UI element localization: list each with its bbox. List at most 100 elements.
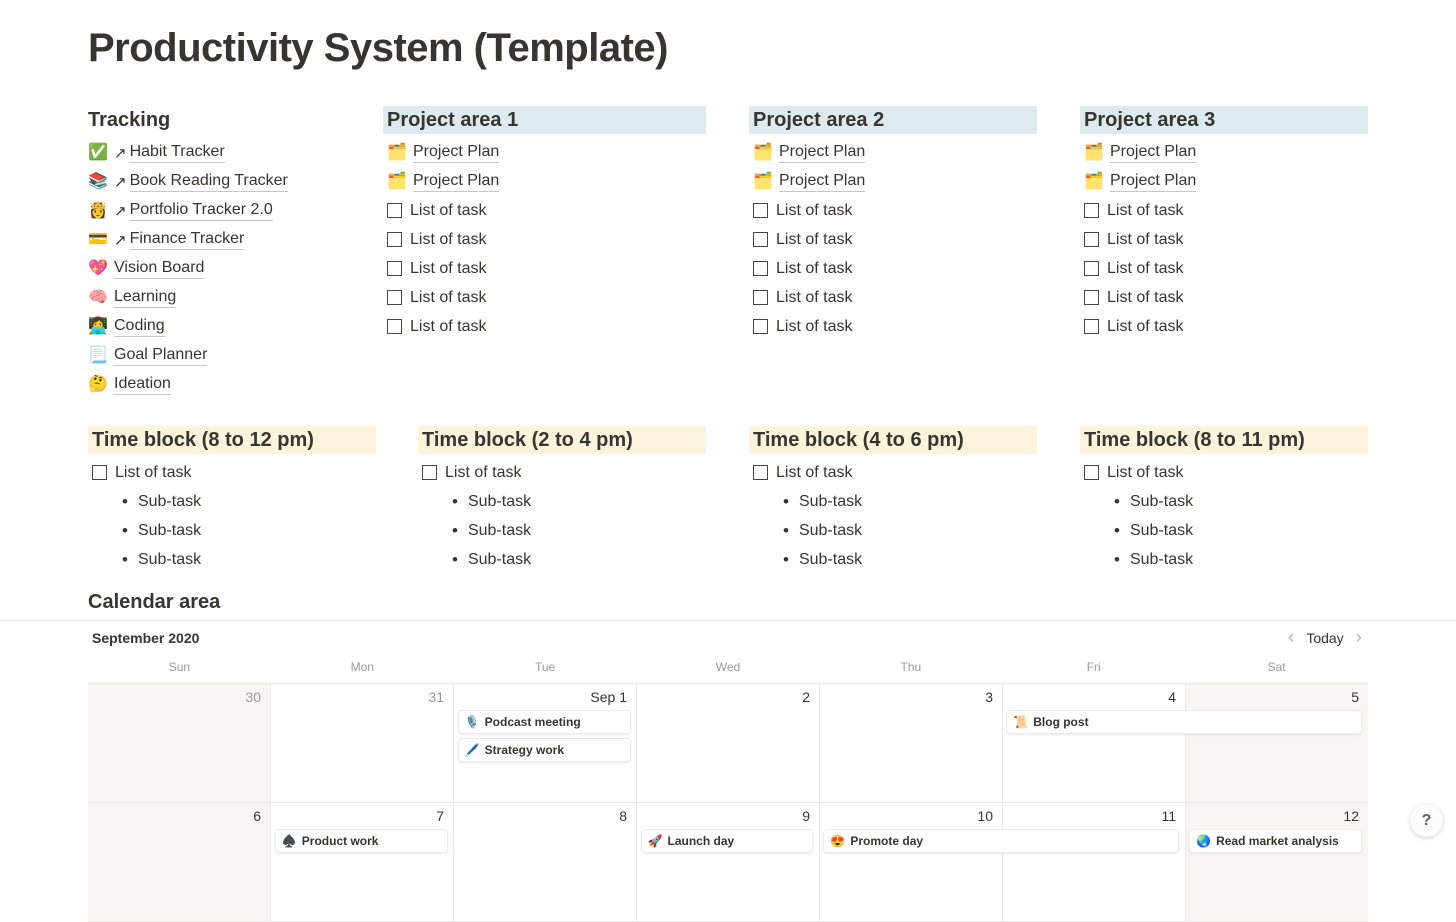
- todo-item[interactable]: List of task: [1080, 254, 1368, 283]
- calendar-event[interactable]: 🚀 Launch day: [640, 829, 814, 853]
- tracking-item-label[interactable]: Habit Tracker: [129, 143, 225, 163]
- todo-item[interactable]: List of task: [383, 196, 706, 225]
- calendar-event[interactable]: 🌏 Read market analysis: [1189, 829, 1362, 853]
- subtask-item[interactable]: • Sub-task: [1080, 516, 1368, 545]
- project-plan-label[interactable]: Project Plan: [779, 143, 866, 163]
- checkbox[interactable]: [1084, 261, 1099, 276]
- checkbox[interactable]: [753, 232, 768, 247]
- tracking-item[interactable]: 💳 ↗ Finance Tracker: [88, 225, 375, 254]
- tracking-item-label[interactable]: Portfolio Tracker 2.0: [129, 201, 273, 221]
- calendar-day-cell[interactable]: 6: [88, 803, 271, 921]
- tracking-item[interactable]: 👸 ↗ Portfolio Tracker 2.0: [88, 196, 375, 225]
- project-plan-link[interactable]: 🗂️ Project Plan: [1080, 167, 1368, 196]
- todo-item[interactable]: List of task: [383, 225, 706, 254]
- tracking-item[interactable]: 💖 Vision Board: [88, 254, 375, 283]
- checkbox[interactable]: [387, 261, 402, 276]
- todo-item[interactable]: List of task: [1080, 283, 1368, 312]
- checkbox[interactable]: [1084, 203, 1099, 218]
- todo-item[interactable]: List of task: [749, 225, 1037, 254]
- todo-item[interactable]: List of task: [1080, 312, 1368, 341]
- checkbox[interactable]: [1084, 319, 1099, 334]
- project-plan-label[interactable]: Project Plan: [1110, 143, 1197, 163]
- calendar-event[interactable]: 🖊️ Strategy work: [457, 738, 631, 762]
- todo-item[interactable]: List of task: [88, 458, 376, 487]
- project-plan-label[interactable]: Project Plan: [413, 172, 500, 192]
- tracking-item-label[interactable]: Learning: [114, 288, 177, 308]
- checkbox[interactable]: [422, 465, 437, 480]
- checkbox[interactable]: [753, 261, 768, 276]
- tracking-item-label[interactable]: Ideation: [114, 375, 171, 395]
- subtask-item[interactable]: • Sub-task: [1080, 487, 1368, 516]
- calendar-day-cell[interactable]: 7: [271, 803, 454, 921]
- calendar-day-cell[interactable]: 31: [271, 684, 454, 802]
- checkbox[interactable]: [753, 203, 768, 218]
- calendar-event[interactable]: ♠️ Product work: [274, 829, 448, 853]
- project-plan-label[interactable]: Project Plan: [1110, 172, 1197, 192]
- today-button[interactable]: Today: [1306, 630, 1344, 646]
- todo-item[interactable]: List of task: [383, 283, 706, 312]
- tracking-item[interactable]: 📃 Goal Planner: [88, 341, 375, 370]
- project-plan-label[interactable]: Project Plan: [779, 172, 866, 192]
- tracking-item-label[interactable]: Coding: [114, 317, 165, 337]
- subtask-item[interactable]: • Sub-task: [418, 516, 706, 545]
- todo-item[interactable]: List of task: [418, 458, 706, 487]
- calendar-day-cell[interactable]: 11: [1003, 803, 1186, 921]
- todo-item[interactable]: List of task: [1080, 458, 1368, 487]
- calendar-event[interactable]: 😍 Promote day: [823, 829, 1180, 853]
- subtask-item[interactable]: • Sub-task: [418, 545, 706, 574]
- subtask-item[interactable]: • Sub-task: [88, 545, 376, 574]
- chevron-left-icon[interactable]: ‹: [1287, 627, 1295, 648]
- checkbox[interactable]: [1084, 290, 1099, 305]
- calendar-event[interactable]: 📜 Blog post: [1006, 710, 1362, 734]
- subtask-item[interactable]: • Sub-task: [88, 516, 376, 545]
- tracking-item[interactable]: 🤔 Ideation: [88, 370, 375, 399]
- subtask-item[interactable]: • Sub-task: [1080, 545, 1368, 574]
- project-plan-link[interactable]: 🗂️ Project Plan: [383, 167, 706, 196]
- calendar-day-cell[interactable]: 10: [820, 803, 1003, 921]
- tracking-item[interactable]: 📚 ↗ Book Reading Tracker: [88, 167, 375, 196]
- calendar-day-cell[interactable]: 5: [1186, 684, 1368, 802]
- project-plan-link[interactable]: 🗂️ Project Plan: [383, 138, 706, 167]
- checkbox[interactable]: [753, 319, 768, 334]
- checkbox[interactable]: [1084, 232, 1099, 247]
- calendar-day-cell[interactable]: 3: [820, 684, 1003, 802]
- calendar-day-cell[interactable]: 9: [637, 803, 820, 921]
- tracking-item-label[interactable]: Vision Board: [114, 259, 205, 279]
- calendar-day-cell[interactable]: 8: [454, 803, 637, 921]
- calendar-day-cell[interactable]: 4: [1003, 684, 1186, 802]
- tracking-item[interactable]: 👩‍💻 Coding: [88, 312, 375, 341]
- checkbox[interactable]: [753, 465, 768, 480]
- tracking-item-label[interactable]: Finance Tracker: [129, 230, 245, 250]
- todo-item[interactable]: List of task: [383, 312, 706, 341]
- todo-item[interactable]: List of task: [749, 196, 1037, 225]
- todo-item[interactable]: List of task: [749, 312, 1037, 341]
- subtask-item[interactable]: • Sub-task: [749, 516, 1037, 545]
- tracking-item-label[interactable]: Goal Planner: [114, 346, 208, 366]
- tracking-item[interactable]: 🧠 Learning: [88, 283, 375, 312]
- todo-item[interactable]: List of task: [1080, 196, 1368, 225]
- checkbox[interactable]: [387, 232, 402, 247]
- calendar-day-cell[interactable]: Sep 1: [454, 684, 637, 802]
- subtask-item[interactable]: • Sub-task: [749, 545, 1037, 574]
- project-plan-link[interactable]: 🗂️ Project Plan: [1080, 138, 1368, 167]
- tracking-item[interactable]: ✅ ↗ Habit Tracker: [88, 138, 375, 167]
- subtask-item[interactable]: • Sub-task: [749, 487, 1037, 516]
- checkbox[interactable]: [387, 203, 402, 218]
- todo-item[interactable]: List of task: [749, 283, 1037, 312]
- project-plan-link[interactable]: 🗂️ Project Plan: [749, 167, 1037, 196]
- chevron-right-icon[interactable]: ›: [1355, 627, 1362, 648]
- calendar-event[interactable]: 🎙️ Podcast meeting: [457, 710, 631, 734]
- todo-item[interactable]: List of task: [1080, 225, 1368, 254]
- todo-item[interactable]: List of task: [749, 254, 1037, 283]
- checkbox[interactable]: [387, 319, 402, 334]
- calendar-day-cell[interactable]: 2: [637, 684, 820, 802]
- tracking-item-label[interactable]: Book Reading Tracker: [129, 172, 288, 192]
- checkbox[interactable]: [753, 290, 768, 305]
- calendar-day-cell[interactable]: 30: [88, 684, 271, 802]
- calendar-day-cell[interactable]: 12: [1186, 803, 1368, 921]
- subtask-item[interactable]: • Sub-task: [418, 487, 706, 516]
- checkbox[interactable]: [387, 290, 402, 305]
- todo-item[interactable]: List of task: [749, 458, 1037, 487]
- todo-item[interactable]: List of task: [383, 254, 706, 283]
- project-plan-link[interactable]: 🗂️ Project Plan: [749, 138, 1037, 167]
